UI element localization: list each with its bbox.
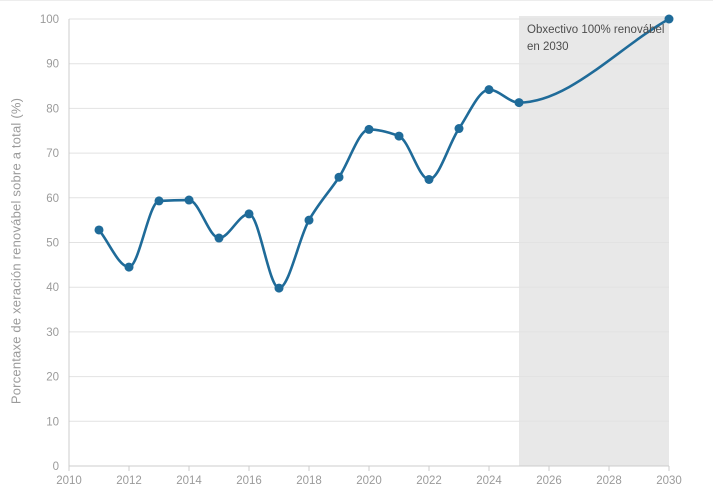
data-point[interactable] — [274, 283, 284, 293]
data-point[interactable] — [334, 172, 344, 182]
y-axis-title: Porcentaxe de xeración renovábel sobre a… — [8, 97, 24, 405]
data-point[interactable] — [184, 195, 194, 205]
data-point[interactable] — [364, 124, 374, 134]
data-point[interactable] — [244, 209, 254, 219]
data-point[interactable] — [424, 174, 434, 184]
y-tick-label: 80 — [46, 103, 59, 115]
target-annotation: Obxectivo 100% renovábel en 2030 — [527, 22, 664, 56]
target-annotation-line2: en 2030 — [527, 41, 569, 53]
y-tick-label: 0 — [53, 461, 59, 473]
data-point[interactable] — [214, 233, 224, 243]
target-region — [519, 16, 669, 466]
data-point[interactable] — [484, 85, 494, 95]
x-tick-label: 2024 — [476, 475, 502, 487]
data-point[interactable] — [514, 98, 524, 108]
x-tick-label: 2012 — [116, 475, 142, 487]
data-point[interactable] — [394, 131, 404, 141]
x-tick-label: 2020 — [356, 475, 382, 487]
data-point[interactable] — [304, 215, 314, 225]
x-tick-label: 2016 — [236, 475, 262, 487]
data-point[interactable] — [454, 124, 464, 134]
x-tick-label: 2014 — [176, 475, 202, 487]
x-tick-label: 2018 — [296, 475, 322, 487]
data-point[interactable] — [664, 14, 674, 24]
x-tick-label: 2030 — [656, 475, 682, 487]
data-point[interactable] — [124, 262, 134, 272]
y-tick-label: 50 — [46, 238, 59, 250]
y-tick-label: 10 — [46, 416, 59, 428]
x-tick-label: 2026 — [536, 475, 562, 487]
target-annotation-line1: Obxectivo 100% renovábel — [527, 24, 665, 36]
y-tick-label: 40 — [46, 282, 59, 294]
y-tick-label: 100 — [40, 14, 59, 26]
y-tick-label: 70 — [46, 148, 59, 160]
x-tick-label: 2010 — [56, 475, 82, 487]
data-point[interactable] — [94, 225, 104, 235]
data-point[interactable] — [154, 196, 164, 206]
y-tick-label: 20 — [46, 372, 59, 384]
x-tick-label: 2022 — [416, 475, 442, 487]
x-tick-label: 2028 — [596, 475, 622, 487]
y-tick-label: 60 — [46, 193, 59, 205]
y-tick-label: 30 — [46, 327, 59, 339]
y-tick-label: 90 — [46, 59, 59, 71]
